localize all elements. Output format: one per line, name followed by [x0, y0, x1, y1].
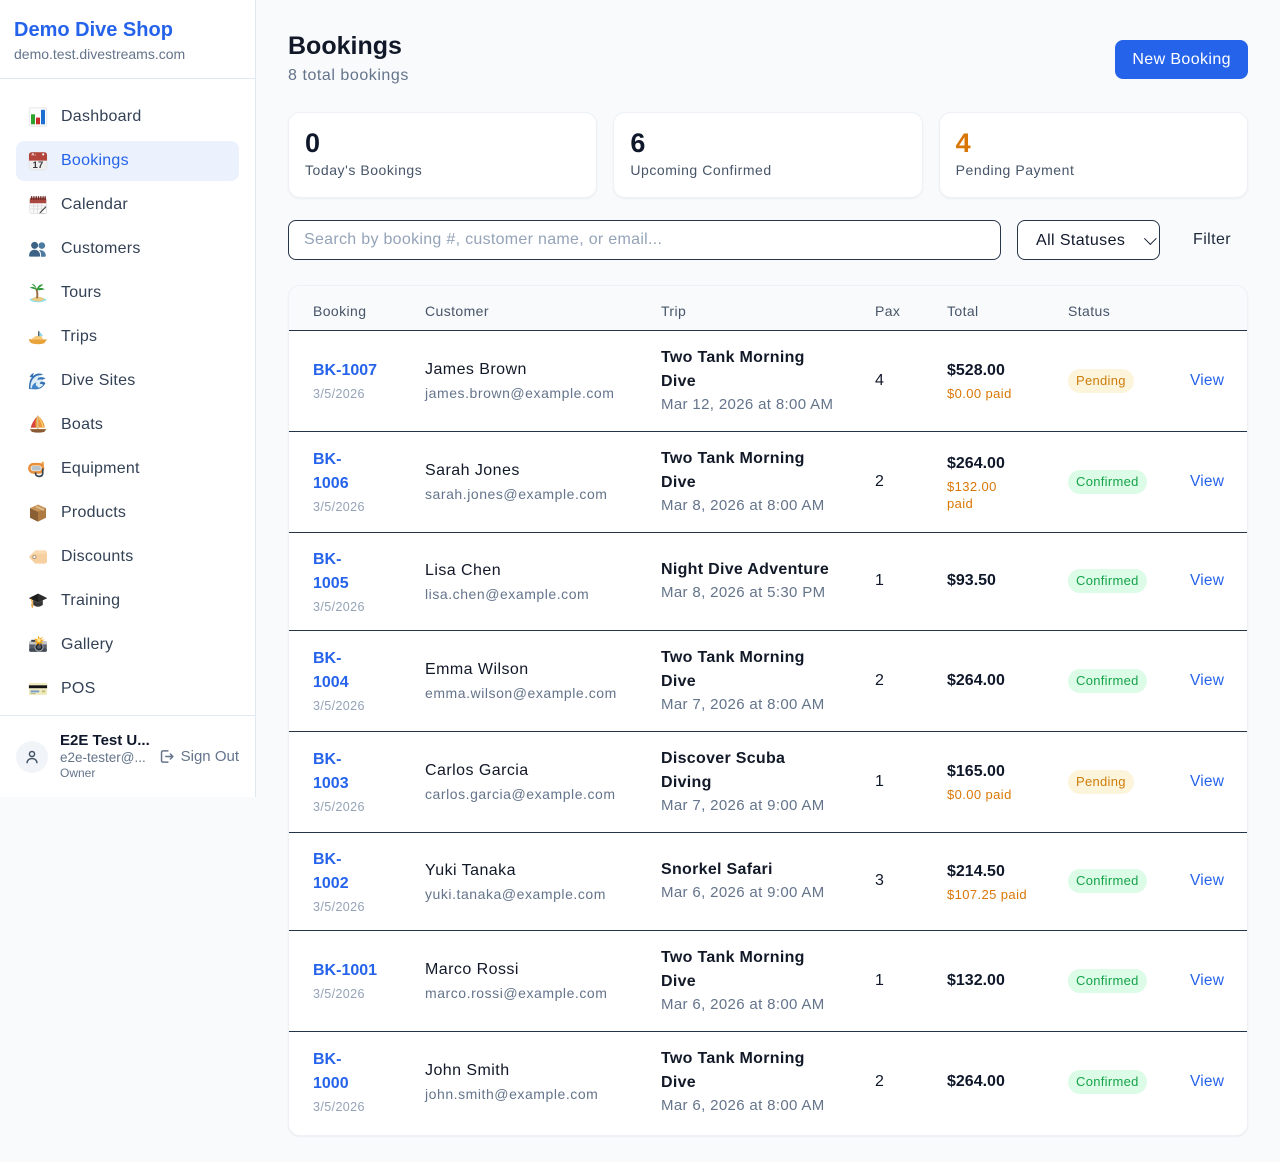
svg-text:17: 17: [32, 160, 43, 171]
